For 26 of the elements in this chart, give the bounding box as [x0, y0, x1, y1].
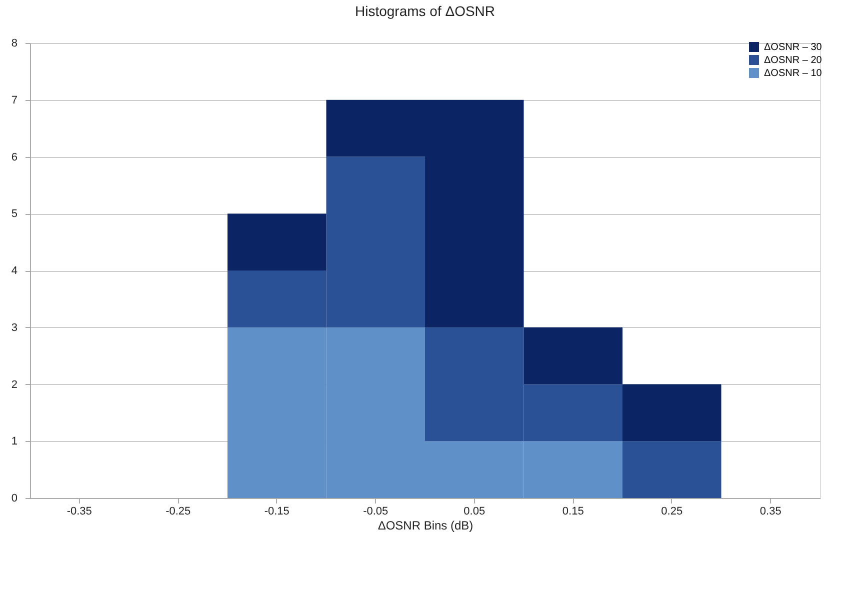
bar	[228, 214, 326, 270]
legend-label: ΔOSNR – 20	[764, 55, 822, 66]
y-tick-label: 8	[11, 38, 18, 50]
y-tick-label: 5	[11, 208, 18, 220]
x-axis-title: ΔOSNR Bins (dB)	[378, 518, 474, 532]
y-tick-label: 0	[11, 492, 18, 504]
x-tick-label: -0.25	[166, 506, 191, 518]
x-tick-label: 0.35	[760, 506, 782, 518]
y-tick-label: 7	[11, 94, 18, 106]
x-tick-label: 0.05	[464, 506, 486, 518]
x-tick-label: -0.05	[363, 506, 388, 518]
x-tick-label: 0.15	[562, 506, 584, 518]
bar	[622, 384, 722, 442]
y-tick-label: 3	[11, 322, 18, 334]
legend-label: ΔOSNR – 10	[764, 68, 822, 79]
bar	[524, 327, 622, 384]
bar	[622, 441, 722, 498]
y-tick-label: 1	[11, 436, 18, 448]
x-tick-label: -0.15	[264, 506, 290, 518]
y-tick-label: 6	[11, 151, 18, 164]
x-tick-label: 0.25	[661, 506, 683, 518]
y-tick-label: 2	[11, 378, 18, 391]
y-tick-label: 4	[11, 265, 18, 277]
legend-label: ΔOSNR – 30	[764, 42, 822, 53]
chart-title: Histograms of ΔOSNR	[354, 3, 496, 19]
x-tick-label: -0.35	[66, 506, 92, 518]
